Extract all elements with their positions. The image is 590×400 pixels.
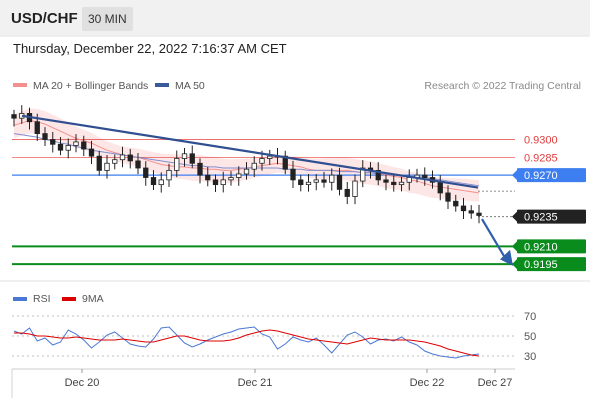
candle bbox=[57, 143, 64, 151]
candle bbox=[383, 179, 389, 183]
support-label-0-9195: 0.9195 bbox=[524, 259, 558, 271]
candle bbox=[205, 174, 211, 181]
support-label-box-0-9210 bbox=[517, 239, 586, 254]
candle bbox=[127, 154, 133, 162]
candle bbox=[236, 173, 242, 178]
x-tick-label: Dec 21 bbox=[238, 377, 273, 389]
candles bbox=[11, 105, 482, 224]
pivot-label-box bbox=[517, 168, 586, 183]
timestamp: Thursday, December 22, 2022 7:16:37 AM C… bbox=[13, 41, 287, 56]
candle bbox=[143, 167, 149, 178]
candle bbox=[468, 210, 474, 214]
candle bbox=[135, 160, 141, 169]
candle bbox=[453, 200, 459, 207]
candle bbox=[445, 192, 451, 202]
candle bbox=[437, 181, 443, 194]
ma20-legend-label: MA 20 + Bollinger Bands bbox=[33, 80, 148, 92]
candle bbox=[391, 181, 397, 186]
current-price-label: 0.9235 bbox=[524, 212, 558, 224]
candle bbox=[329, 174, 335, 183]
candle bbox=[406, 177, 412, 183]
rsi-ma-line bbox=[14, 329, 480, 357]
candle bbox=[119, 154, 126, 161]
projection-arrow-shaft bbox=[481, 218, 507, 260]
candle bbox=[321, 179, 327, 183]
rsi-ma-legend-label: 9MA bbox=[82, 293, 104, 305]
rsi-legend-label: RSI bbox=[33, 293, 51, 305]
candle bbox=[81, 141, 87, 150]
candle bbox=[104, 162, 110, 171]
timeframe-button[interactable]: 30 MIN bbox=[82, 7, 133, 31]
candle bbox=[422, 174, 428, 178]
candle bbox=[50, 139, 56, 145]
candle bbox=[197, 162, 203, 176]
candle bbox=[352, 180, 358, 197]
candle bbox=[34, 121, 40, 134]
x-tick-label: Dec 27 bbox=[478, 377, 513, 389]
candle bbox=[460, 205, 467, 212]
candle bbox=[158, 179, 164, 186]
rsi-legend-swatch bbox=[13, 297, 27, 301]
ma20-legend-swatch bbox=[13, 83, 27, 87]
candle bbox=[476, 212, 482, 216]
candle bbox=[220, 179, 226, 186]
candle bbox=[398, 181, 405, 186]
candle bbox=[174, 158, 180, 171]
candle bbox=[243, 168, 250, 175]
resistance-label-0-9285: 0.9285 bbox=[524, 152, 558, 164]
current-price-arrow bbox=[512, 211, 517, 222]
trend-line bbox=[21, 114, 479, 189]
candle bbox=[11, 114, 17, 119]
candle bbox=[290, 168, 296, 181]
support-label-arrow-0-9195 bbox=[512, 259, 517, 270]
symbol-label: USD/CHF bbox=[11, 10, 78, 27]
candle bbox=[298, 179, 304, 186]
resistance-label-0-9300: 0.9300 bbox=[524, 135, 558, 147]
candle bbox=[228, 177, 234, 181]
x-tick-label: Dec 20 bbox=[65, 377, 100, 389]
candle bbox=[73, 141, 79, 146]
candle bbox=[375, 169, 381, 181]
candle bbox=[305, 181, 312, 186]
candle bbox=[96, 155, 102, 171]
candle bbox=[259, 158, 265, 164]
candle bbox=[112, 159, 118, 164]
toolbar: USD/CHF 30 MIN bbox=[0, 0, 590, 36]
candle bbox=[212, 179, 219, 186]
ma50-legend-swatch bbox=[155, 83, 169, 87]
projection-arrowhead bbox=[500, 249, 513, 266]
candle bbox=[181, 153, 188, 159]
candle bbox=[313, 179, 319, 183]
rsi-tick-50: 50 bbox=[524, 331, 536, 343]
pivot-label: 0.9270 bbox=[524, 170, 558, 182]
candle bbox=[360, 167, 366, 182]
rsi-tick-30: 30 bbox=[524, 351, 536, 363]
support-label-arrow-0-9210 bbox=[512, 241, 517, 252]
rsi-line bbox=[13, 326, 480, 359]
candle bbox=[88, 148, 95, 157]
candle bbox=[189, 153, 195, 164]
candle bbox=[251, 162, 257, 170]
candle bbox=[336, 174, 343, 190]
current-price-box bbox=[517, 209, 586, 224]
candle bbox=[42, 133, 48, 140]
candle bbox=[166, 169, 172, 181]
support-label-box-0-9195 bbox=[517, 257, 586, 272]
pivot-label-arrow bbox=[512, 170, 517, 181]
candle bbox=[65, 145, 71, 151]
ma50-legend-label: MA 50 bbox=[175, 80, 205, 92]
candle bbox=[267, 155, 273, 159]
x-tick-label: Dec 22 bbox=[410, 377, 445, 389]
copyright-label: Research © 2022 Trading Central bbox=[424, 80, 581, 92]
support-label-0-9210: 0.9210 bbox=[524, 241, 558, 253]
candle bbox=[344, 188, 350, 197]
rsi-ma-legend-swatch bbox=[62, 297, 76, 301]
rsi-tick-70: 70 bbox=[524, 311, 536, 323]
candle bbox=[150, 177, 157, 186]
